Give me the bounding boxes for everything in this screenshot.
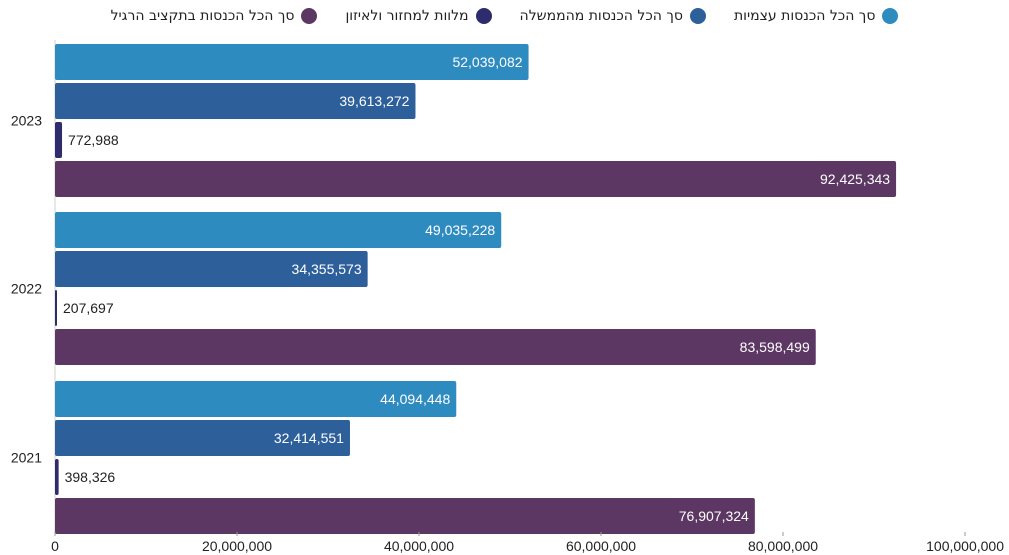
data-label-2021-series-0: 44,094,448 [380, 391, 450, 407]
bar-2022-series-2 [55, 290, 57, 326]
bar-2023-series-3 [55, 161, 897, 197]
legend-marker-government-revenue [689, 8, 706, 24]
x-tick-label-1: 20,000,000 [202, 538, 272, 554]
legend-marker-loans [475, 8, 492, 24]
legend-item-own-revenue[interactable]: סך הכל הכנסות עצמיות [733, 4, 899, 28]
bar-2021-series-1 [55, 420, 350, 456]
y-tick-label-2022: 2022 [11, 281, 42, 297]
x-tick-label-4: 80,000,000 [748, 538, 818, 554]
x-tick-label-5: 100,000,000 [926, 538, 1004, 554]
data-label-2023-series-0: 52,039,082 [452, 54, 522, 70]
data-label-2023-series-1: 39,613,272 [339, 93, 409, 109]
bar-2022-series-1 [55, 251, 368, 287]
bar-2021-series-2 [55, 459, 59, 495]
x-tick-label-2: 40,000,000 [384, 538, 454, 554]
legend-label-own-revenue: סך הכל הכנסות עצמיות [733, 8, 876, 24]
data-label-2022-series-3: 83,598,499 [740, 339, 810, 355]
bar-2023-series-1 [55, 83, 416, 119]
bar-2023-series-0 [55, 44, 529, 80]
data-label-2021-series-1: 32,414,551 [274, 430, 344, 446]
bar-2023-series-2 [55, 122, 63, 158]
data-label-2022-series-1: 34,355,573 [292, 261, 362, 277]
legend-label-total-regular-budget: סך הכל הכנסות בתקציב הרגיל [110, 8, 295, 24]
bar-2022-series-3 [55, 329, 816, 365]
data-label-2021-series-2: 398,326 [65, 469, 116, 485]
data-label-2021-series-3: 76,907,324 [679, 508, 749, 524]
legend-marker-total-regular-budget [301, 8, 318, 24]
legend-marker-own-revenue [882, 8, 899, 24]
y-tick-label-2023: 2023 [11, 113, 42, 129]
x-tick-label-3: 60,000,000 [566, 538, 636, 554]
data-label-2023-series-2: 772,988 [68, 132, 119, 148]
legend-label-loans: מלוות למחזור ולאיזון [345, 8, 469, 24]
x-tick-label-0: 0 [51, 538, 59, 554]
legend-item-loans[interactable]: מלוות למחזור ולאיזון [345, 4, 492, 28]
legend-label-government-revenue: סך הכל הכנסות מהממשלה [519, 8, 683, 24]
bar-2021-series-0 [55, 381, 457, 417]
data-label-2023-series-3: 92,425,343 [820, 171, 890, 187]
bar-2021-series-3 [55, 498, 755, 534]
legend-item-government-revenue[interactable]: סך הכל הכנסות מהממשלה [520, 4, 706, 28]
data-label-2022-series-2: 207,697 [63, 300, 114, 316]
data-label-2022-series-0: 49,035,228 [425, 222, 495, 238]
y-tick-label-2021: 2021 [11, 450, 42, 466]
legend-item-total-regular-budget[interactable]: סך הכל הכנסות בתקציב הרגיל [111, 4, 318, 28]
chart-legend: סך הכל הכנסות עצמיות סך הכל הכנסות מהממש… [0, 4, 1009, 28]
bar-2022-series-0 [55, 212, 502, 248]
